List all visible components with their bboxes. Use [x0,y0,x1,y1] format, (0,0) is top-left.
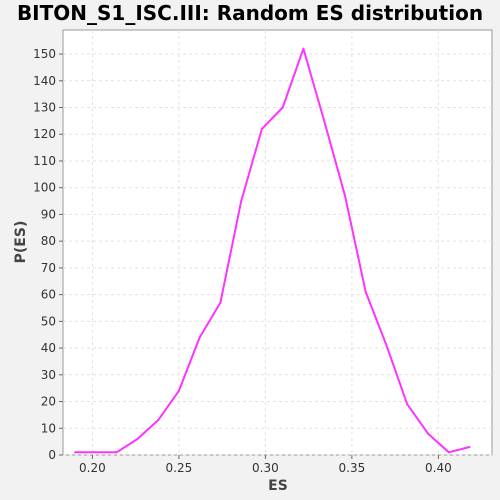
x-tick-label: 0.25 [166,461,193,475]
x-tick-label: 0.40 [425,461,452,475]
data-point [385,344,388,347]
y-tick-label: 50 [41,314,56,328]
data-point [94,451,97,454]
data-point [198,336,201,339]
y-tick-label: 20 [41,395,56,409]
data-point [343,194,346,197]
data-point [406,403,409,406]
y-axis-label: P(ES) [13,221,29,264]
data-point [364,290,367,293]
y-tick-label: 110 [33,154,56,168]
data-point [136,437,139,440]
y-tick-label: 10 [41,421,56,435]
y-axis: 0 10 20 30 40 50 60 70 80 90 100 110 120 130 140 150 [33,47,63,462]
chart-title: BITON_S1_ISC.III: Random ES distribution [17,1,483,25]
data-point [177,389,180,392]
y-tick-label: 150 [33,47,56,61]
data-point [157,419,160,422]
data-point [260,127,263,130]
y-tick-label: 140 [33,74,56,88]
y-tick-label: 130 [33,101,56,115]
x-tick-label: 0.20 [79,461,106,475]
y-tick-label: 90 [41,207,56,221]
y-tick-label: 60 [41,288,56,302]
y-tick-label: 120 [33,127,56,141]
grid [63,30,492,456]
x-tick-label: 0.35 [339,461,366,475]
series-line [75,47,470,454]
data-point [447,451,450,454]
data-point [426,432,429,435]
data-point [302,47,305,50]
y-tick-label: 70 [41,261,56,275]
y-tick-label: 0 [48,448,56,462]
data-point [74,451,77,454]
data-point [115,451,118,454]
y-tick-label: 40 [41,341,56,355]
x-axis-label: ES [268,478,288,494]
plot-area [62,29,493,456]
series-layer [74,47,471,454]
x-axis: 0.20 0.25 0.30 0.35 0.40 [79,455,452,475]
data-point [219,301,222,304]
data-point [281,106,284,109]
data-point [468,445,471,448]
y-tick-label: 30 [41,368,56,382]
y-tick-label: 100 [33,181,56,195]
y-tick-label: 80 [41,234,56,248]
x-tick-label: 0.30 [252,461,279,475]
data-point [323,119,326,122]
data-point [240,200,243,203]
